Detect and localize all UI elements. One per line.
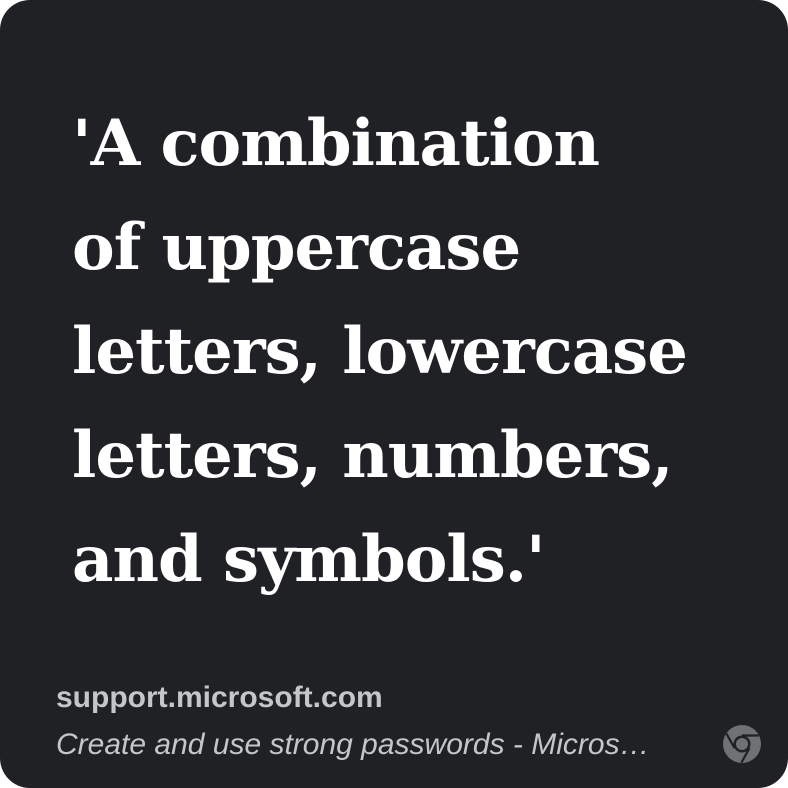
source-title[interactable]: Create and use strong passwords - Micros…: [56, 728, 650, 761]
quote-line-2: of uppercase: [72, 210, 521, 285]
source-domain[interactable]: support.microsoft.com: [56, 681, 383, 714]
quote-line-3: letters, lowercase: [72, 314, 688, 389]
quote-line-4: letters, numbers,: [72, 418, 673, 493]
quote-text: 'A combination of uppercase letters, low…: [72, 92, 762, 612]
quote-line-5: and symbols.': [72, 522, 546, 597]
chrome-icon: [723, 725, 761, 764]
quote-line-1: 'A combination: [72, 106, 600, 181]
